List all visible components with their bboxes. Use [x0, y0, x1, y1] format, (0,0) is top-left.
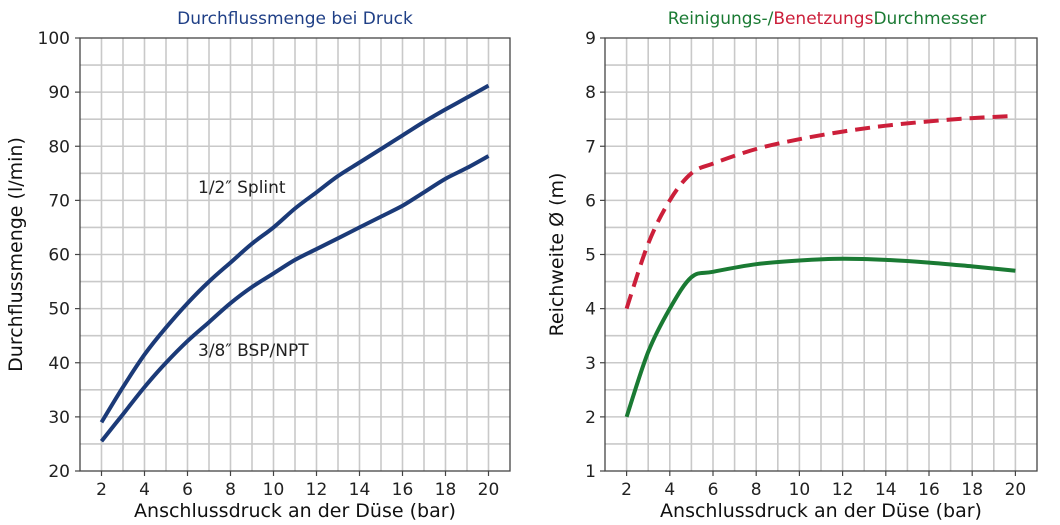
y-tick-label: 100 — [38, 29, 70, 49]
y-axis-label: Reichweite Ø (m) — [546, 173, 568, 337]
x-tick-label: 16 — [918, 480, 940, 500]
x-tick-label: 10 — [789, 480, 811, 500]
grid — [605, 38, 1037, 471]
y-tick-label: 4 — [585, 300, 596, 320]
y-tick-label: 30 — [48, 408, 70, 428]
series-line-2 — [624, 256, 1016, 418]
y-tick-label: 90 — [48, 83, 70, 103]
x-tick-label: 14 — [349, 480, 371, 500]
x-tick-label: 18 — [961, 480, 983, 500]
x-tick-label: 16 — [392, 480, 414, 500]
x-tick-label: 2 — [621, 480, 632, 500]
y-tick-label: 70 — [48, 191, 70, 211]
x-tick-label: 18 — [435, 480, 457, 500]
chart-title: Reinigungs-/BenetzungsDurchmesser — [668, 9, 987, 29]
x-axis-label: Anschlussdruck an der Düse (bar) — [660, 500, 982, 522]
chart-title-part: Benetzungs — [773, 9, 873, 29]
chart-title-part: Durchmesser — [873, 9, 986, 29]
y-tick-label: 50 — [48, 300, 70, 320]
y-tick-label: 1 — [585, 462, 596, 482]
y-tick-label: 40 — [48, 354, 70, 374]
x-tick-label: 6 — [182, 480, 193, 500]
x-tick-label: 20 — [1005, 480, 1027, 500]
x-tick-label: 4 — [664, 480, 675, 500]
series-line-1 — [624, 113, 1016, 310]
chart-title-part: Reinigungs-/ — [668, 9, 774, 29]
y-tick-label: 8 — [585, 83, 596, 103]
series-label-2: 3/8″ BSP/NPT — [198, 341, 309, 361]
grid — [80, 38, 510, 471]
chart-title: Durchflussmenge bei Druck — [177, 9, 413, 29]
x-tick-label: 12 — [306, 480, 328, 500]
x-tick-label: 12 — [832, 480, 854, 500]
x-tick-label: 6 — [708, 480, 719, 500]
y-tick-label: 3 — [585, 354, 596, 374]
x-tick-label: 8 — [225, 480, 236, 500]
series-line-1 — [99, 83, 490, 424]
series-label-1: 1/2″ Splint — [198, 178, 286, 198]
y-tick-label: 9 — [585, 29, 596, 49]
y-axis-label: Durchflussmenge (l/min) — [5, 137, 27, 372]
x-tick-label: 10 — [263, 480, 285, 500]
x-tick-label: 2 — [96, 480, 107, 500]
y-tick-label: 5 — [585, 246, 596, 266]
y-tick-label: 80 — [48, 137, 70, 157]
x-tick-label: 4 — [139, 480, 150, 500]
x-tick-label: 8 — [751, 480, 762, 500]
x-tick-label: 14 — [875, 480, 897, 500]
y-tick-label: 6 — [585, 191, 596, 211]
flow-rate-chart: 2 4 6 8 10 12 14 16 18 20 20 30 40 50 60 70 80 90 100 Durch… — [5, 9, 511, 522]
spray-diameter-chart: 2 4 6 8 10 12 14 16 18 20123456789Reinigungs-/Ben… — [546, 9, 1038, 522]
y-tick-label: 60 — [48, 246, 70, 266]
x-tick-label: 20 — [478, 480, 500, 500]
series-line-2 — [99, 154, 490, 443]
x-axis-label: Anschlussdruck an der Düse (bar) — [134, 500, 456, 522]
y-tick-label: 7 — [585, 137, 596, 157]
y-tick-label: 2 — [585, 408, 596, 428]
y-tick-label: 20 — [48, 462, 70, 482]
